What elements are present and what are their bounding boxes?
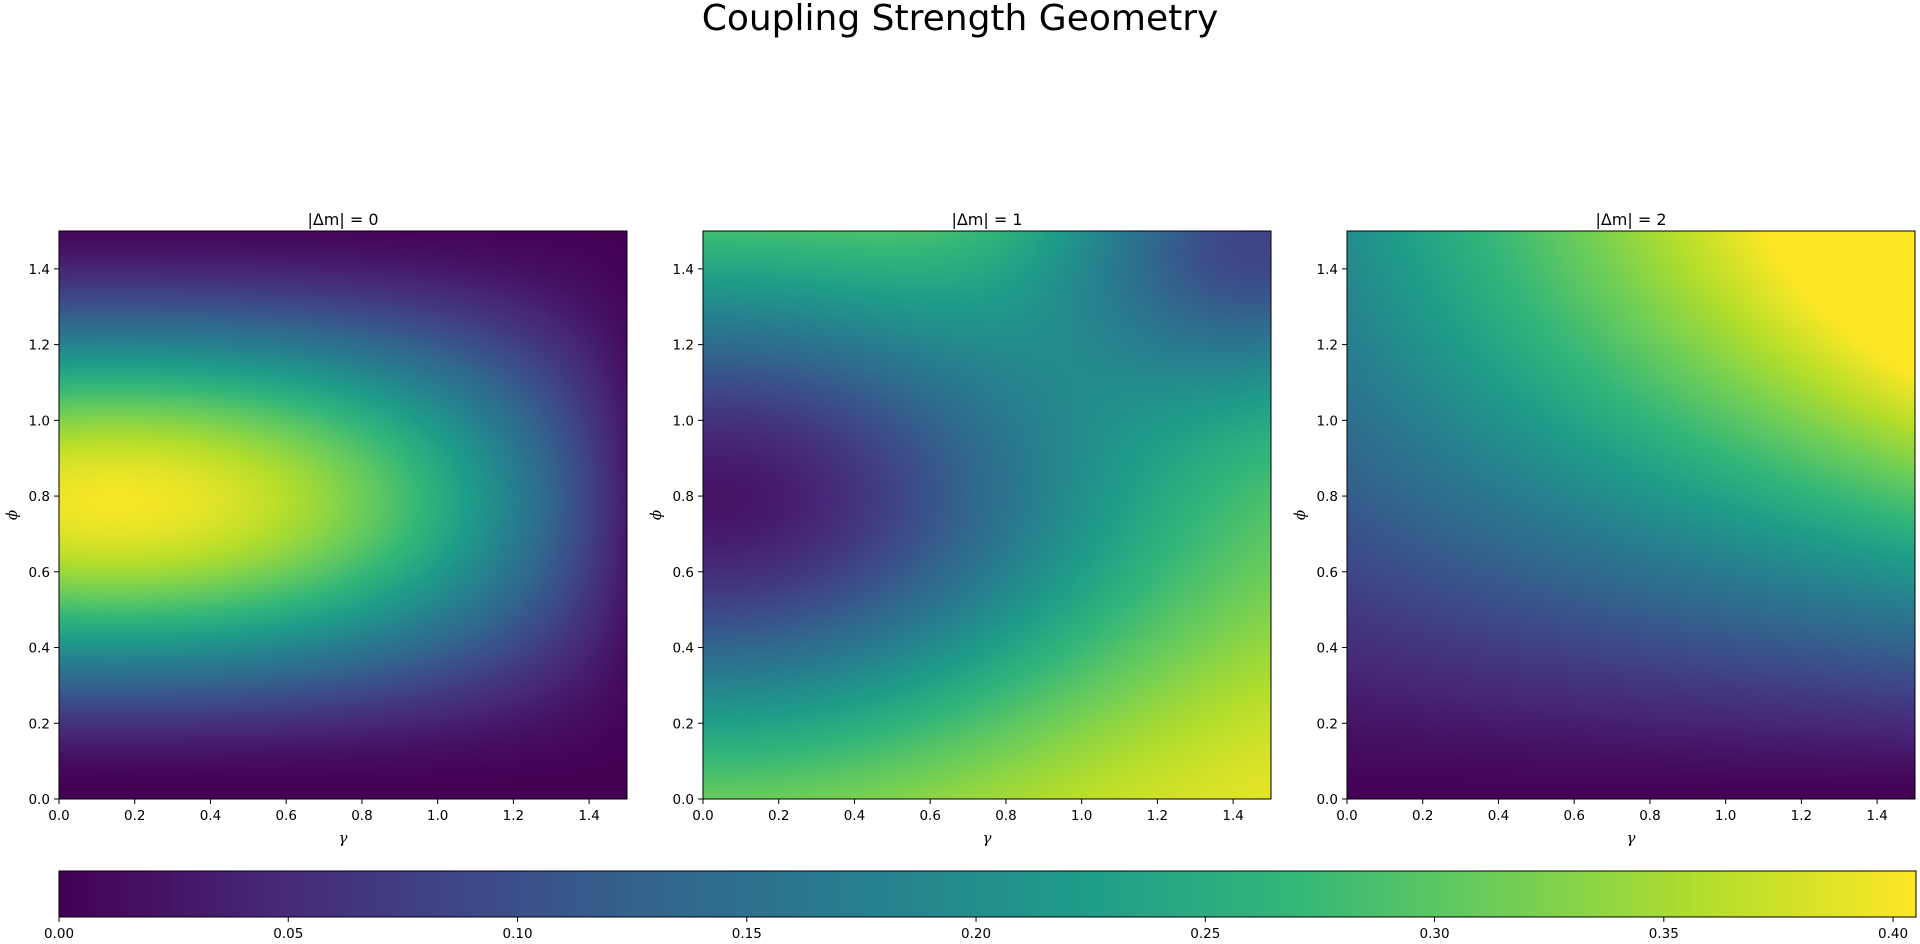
y-tick-label: 0.0 bbox=[29, 792, 50, 808]
y-tick-label: 0.4 bbox=[1317, 641, 1338, 657]
x-tick-label: 0.4 bbox=[200, 808, 221, 824]
x-tick-label: 0.8 bbox=[995, 808, 1016, 824]
y-tick-label: 0.6 bbox=[29, 565, 50, 581]
x-axis-label: γ bbox=[339, 829, 348, 847]
panel-2: 0.0 0.2 0.4 0.6 0.8 1.0 1.2 1.4 0.0 0.2 0.4 0.6 0.8 1… bbox=[1291, 210, 1916, 847]
x-tick-label: 0.4 bbox=[844, 808, 865, 824]
y-axis-label: ϕ bbox=[647, 510, 665, 520]
y-tick-label: 0.2 bbox=[29, 716, 50, 732]
panel-title: |Δm| = 2 bbox=[1595, 210, 1666, 229]
y-tick-label: 1.4 bbox=[1317, 262, 1338, 278]
x-tick-label: 1.2 bbox=[1147, 808, 1168, 824]
y-tick-label: 0.6 bbox=[673, 565, 694, 581]
y-tick-label: 0.4 bbox=[29, 641, 50, 657]
y-tick-label: 0.0 bbox=[1317, 792, 1338, 808]
y-tick-label: 1.0 bbox=[673, 413, 694, 429]
x-tick-label: 0.6 bbox=[275, 808, 296, 824]
y-tick-label: 0.8 bbox=[1317, 489, 1338, 505]
x-tick-label: 0.4 bbox=[1488, 808, 1509, 824]
y-tick-label: 0.6 bbox=[1317, 565, 1338, 581]
colorbar-tick-label: 0.00 bbox=[44, 926, 74, 942]
axes-frame bbox=[702, 230, 1272, 800]
colorbar-tick-label: 0.40 bbox=[1878, 926, 1908, 942]
colorbar-tick-label: 0.05 bbox=[273, 926, 303, 942]
y-tick-label: 1.4 bbox=[29, 262, 50, 278]
panel-title: |Δm| = 0 bbox=[307, 210, 378, 229]
y-tick-label: 0.4 bbox=[673, 641, 694, 657]
x-tick-label: 1.0 bbox=[1715, 808, 1736, 824]
x-tick-label: 0.0 bbox=[48, 808, 69, 824]
x-tick-label: 0.6 bbox=[1563, 808, 1584, 824]
panel-title: |Δm| = 1 bbox=[951, 210, 1022, 229]
colorbar-tick-label: 0.15 bbox=[732, 926, 762, 942]
x-tick-label: 1.0 bbox=[1071, 808, 1092, 824]
heatmap-image-0 bbox=[59, 231, 627, 799]
y-tick-label: 0.8 bbox=[29, 489, 50, 505]
x-axis-label: γ bbox=[983, 829, 992, 847]
x-tick-label: 0.8 bbox=[351, 808, 372, 824]
x-tick-label: 1.4 bbox=[578, 808, 599, 824]
y-axis-label: ϕ bbox=[3, 510, 21, 520]
colorbar-tick-label: 0.30 bbox=[1420, 926, 1450, 942]
colorbar-tick-label: 0.20 bbox=[961, 926, 991, 942]
x-tick-label: 1.0 bbox=[427, 808, 448, 824]
x-tick-label: 0.0 bbox=[1336, 808, 1357, 824]
colorbar: 0.00 0.05 0.10 0.15 0.20 0.25 0.30 0.35 0.40 bbox=[44, 870, 1917, 942]
heatmap-image-2 bbox=[1347, 231, 1915, 799]
axes-frame bbox=[1346, 230, 1916, 800]
heatmap-image-1 bbox=[703, 231, 1271, 799]
x-tick-label: 1.4 bbox=[1222, 808, 1243, 824]
colorbar-tick-label: 0.25 bbox=[1190, 926, 1220, 942]
x-tick-label: 1.2 bbox=[503, 808, 524, 824]
x-tick-label: 1.2 bbox=[1791, 808, 1812, 824]
colorbar-gradient bbox=[59, 871, 1916, 917]
colorbar-tick-label: 0.10 bbox=[502, 926, 532, 942]
y-tick-label: 1.2 bbox=[673, 338, 694, 354]
heatmap-panels: 0.0 0.2 0.4 0.6 0.8 1.0 1.2 1.4 0.0 0.2 0.4 0.6 0.8 1… bbox=[3, 210, 1916, 847]
x-tick-label: 0.2 bbox=[1412, 808, 1433, 824]
colorbar-tick-label: 0.35 bbox=[1649, 926, 1679, 942]
y-tick-label: 1.4 bbox=[673, 262, 694, 278]
y-tick-label: 1.0 bbox=[1317, 413, 1338, 429]
x-axis-label: γ bbox=[1627, 829, 1636, 847]
x-tick-label: 0.8 bbox=[1639, 808, 1660, 824]
chart-title: Coupling Strength Geometry bbox=[702, 0, 1219, 39]
axes-frame bbox=[58, 230, 628, 800]
x-tick-label: 1.4 bbox=[1866, 808, 1887, 824]
y-axis-label: ϕ bbox=[1291, 510, 1309, 520]
y-tick-label: 1.2 bbox=[29, 338, 50, 354]
panel-1: 0.0 0.2 0.4 0.6 0.8 1.0 1.2 1.4 0.0 0.2 0.4 0.6 0.8 1… bbox=[647, 210, 1272, 847]
y-tick-label: 1.2 bbox=[1317, 338, 1338, 354]
x-tick-label: 0.2 bbox=[124, 808, 145, 824]
y-tick-label: 0.0 bbox=[673, 792, 694, 808]
panel-0: 0.0 0.2 0.4 0.6 0.8 1.0 1.2 1.4 0.0 0.2 0.4 0.6 0.8 1… bbox=[3, 210, 628, 847]
y-tick-label: 0.2 bbox=[1317, 716, 1338, 732]
y-tick-label: 1.0 bbox=[29, 413, 50, 429]
y-tick-label: 0.8 bbox=[673, 489, 694, 505]
y-tick-label: 0.2 bbox=[673, 716, 694, 732]
x-tick-label: 0.0 bbox=[692, 808, 713, 824]
colorbar-frame bbox=[58, 870, 1917, 918]
x-tick-label: 0.6 bbox=[919, 808, 940, 824]
x-tick-label: 0.2 bbox=[768, 808, 789, 824]
